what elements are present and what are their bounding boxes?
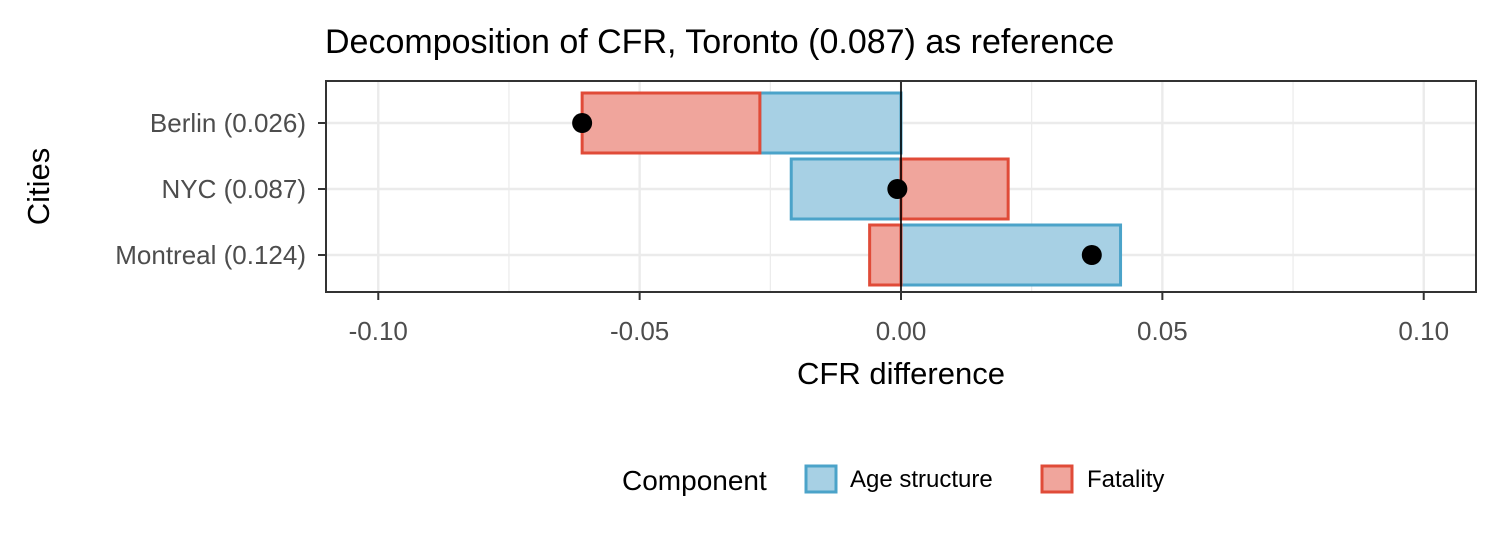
legend-title: Component	[622, 465, 767, 496]
x-tick-label: -0.05	[610, 316, 669, 346]
y-axis-title: Cities	[21, 148, 56, 226]
x-tick-label: 0.10	[1398, 316, 1449, 346]
y-tick-label: Berlin (0.026)	[150, 108, 306, 138]
bar-age-structure	[789, 157, 903, 221]
points-layer	[572, 113, 1102, 265]
total-point	[1081, 245, 1102, 265]
x-tick-label: 0.00	[876, 316, 927, 346]
legend: Component Age structure Fatality	[622, 464, 1164, 496]
bar-fatality	[580, 91, 762, 155]
bars-layer	[580, 91, 1123, 287]
y-axis: Berlin (0.026) NYC (0.087) Montreal (0.124…	[115, 108, 326, 270]
legend-key-fatality	[1040, 464, 1074, 494]
y-tick-label: Montreal (0.124)	[115, 240, 306, 270]
bar-age-structure	[758, 91, 903, 155]
chart-title: Decomposition of CFR, Toronto (0.087) as…	[325, 23, 1114, 61]
x-tick-label: -0.10	[349, 316, 408, 346]
x-tick-label: 0.05	[1137, 316, 1188, 346]
x-axis: -0.10 -0.05 0.00 0.05 0.10	[349, 292, 1449, 346]
bar-fatality	[899, 157, 1010, 221]
total-point	[572, 113, 593, 133]
y-tick-label: NYC (0.087)	[162, 174, 307, 204]
legend-label: Age structure	[850, 466, 993, 493]
legend-label: Fatality	[1087, 466, 1164, 493]
x-axis-title: CFR difference	[797, 356, 1005, 391]
legend-key-age-structure	[804, 464, 838, 494]
total-point	[887, 179, 908, 199]
bar-fatality	[868, 223, 903, 287]
